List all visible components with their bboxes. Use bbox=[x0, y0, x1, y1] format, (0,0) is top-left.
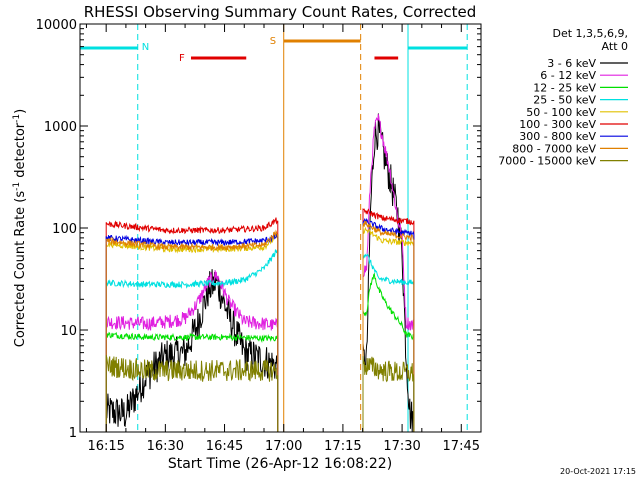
series-line bbox=[362, 272, 415, 432]
series-line bbox=[105, 331, 279, 432]
legend-label: 6 - 12 keV bbox=[540, 69, 596, 82]
series-line bbox=[362, 221, 415, 432]
y-tick-label: 1000 bbox=[44, 120, 77, 135]
series-line bbox=[105, 270, 279, 432]
annotation-f: F bbox=[179, 53, 185, 64]
y-tick-label: 10000 bbox=[36, 18, 77, 33]
series-line bbox=[105, 217, 279, 432]
series-line bbox=[362, 253, 415, 432]
y-axis-label: Corrected Count Rate (s-1 detector-1) bbox=[12, 109, 28, 347]
series-line bbox=[362, 217, 415, 432]
x-tick-label: 17:30 bbox=[383, 439, 420, 454]
series-12-25kev bbox=[105, 272, 415, 432]
x-tick-label: 17:15 bbox=[324, 439, 361, 454]
footer-date: 20-Oct-2021 17:15 bbox=[560, 467, 636, 476]
y-axis-label-sup-2: -1 bbox=[12, 114, 22, 123]
series-6-12kev bbox=[105, 114, 415, 432]
series-line bbox=[362, 356, 415, 432]
x-tick-label: 16:30 bbox=[147, 439, 184, 454]
legend-label: 7000 - 15000 keV bbox=[498, 155, 596, 168]
y-axis-label-main: Corrected Count Rate (s bbox=[13, 191, 28, 348]
series-line bbox=[105, 248, 279, 432]
chart-title: RHESSI Observing Summary Count Rates, Co… bbox=[84, 3, 477, 21]
series-25-50kev bbox=[105, 248, 415, 432]
series-line bbox=[105, 233, 279, 432]
series-3-6kev bbox=[105, 113, 415, 433]
y-tick-label: 10 bbox=[60, 324, 77, 339]
series-line bbox=[105, 233, 279, 432]
legend-label: 800 - 7000 keV bbox=[512, 142, 596, 155]
legend-label: 3 - 6 keV bbox=[547, 57, 596, 70]
y-axis-label-mid: detector bbox=[13, 122, 28, 182]
x-axis-label: Start Time (26-Apr-12 16:08:22) bbox=[168, 456, 392, 472]
legend-label: 12 - 25 keV bbox=[533, 81, 596, 94]
series-800-7000kev bbox=[105, 221, 415, 432]
legend-label: 25 - 50 keV bbox=[533, 94, 596, 107]
legend-label: 300 - 800 keV bbox=[519, 130, 596, 143]
x-tick-label: 17:45 bbox=[443, 439, 480, 454]
x-axis: 16:15 16:30 16:45 17:00 17:15 17:30 17:45 bbox=[85, 24, 480, 454]
series-300-800kev bbox=[105, 217, 415, 432]
legend-label: 100 - 300 keV bbox=[519, 118, 596, 131]
series-line bbox=[362, 208, 415, 432]
legend-header-attenuator: Att 0 bbox=[602, 40, 628, 53]
series-line bbox=[362, 226, 415, 432]
series-100-300kev bbox=[105, 208, 415, 432]
series-line bbox=[362, 113, 415, 433]
series-line bbox=[362, 114, 415, 432]
y-tick-label: 100 bbox=[52, 222, 77, 237]
x-tick-label: 16:45 bbox=[206, 439, 243, 454]
series-line bbox=[105, 229, 279, 432]
annotation-n: N bbox=[142, 42, 149, 53]
plot-layer: N F S bbox=[79, 24, 468, 433]
x-tick-label: 17:00 bbox=[265, 439, 302, 454]
series-7000-15000kev bbox=[105, 355, 415, 432]
annotation-s: S bbox=[270, 36, 276, 47]
y-axis-label-end: ) bbox=[13, 109, 28, 114]
series-line bbox=[105, 269, 279, 432]
series-line bbox=[105, 355, 279, 432]
y-axis: 1 10 100 1000 10000 bbox=[36, 18, 481, 441]
x-tick-label: 16:15 bbox=[87, 439, 124, 454]
series-50-100kev bbox=[105, 226, 415, 432]
y-axis-label-sup-1: -1 bbox=[12, 182, 22, 191]
legend-label: 50 - 100 keV bbox=[526, 106, 596, 119]
y-tick-label: 1 bbox=[69, 426, 77, 441]
legend-header-detectors: Det 1,3,5,6,9, bbox=[552, 27, 628, 40]
